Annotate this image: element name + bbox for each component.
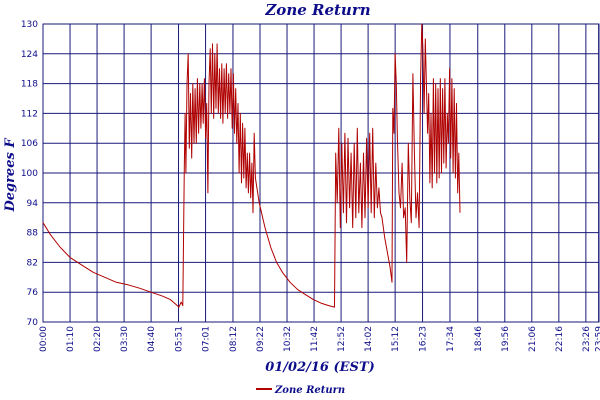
x-tick-label: 08:12 [229,326,239,352]
x-tick-label: 02:20 [93,326,103,352]
y-axis-label: Degrees F [3,138,18,213]
x-tick-label: 16:23 [419,326,429,352]
y-tick-label: 100 [21,169,38,179]
y-tick-label: 70 [27,318,39,328]
x-tick-label: 01:10 [66,326,76,352]
legend: Zone Return [256,385,345,396]
x-tick-label: 05:51 [175,326,185,352]
chart-grid [42,23,600,323]
x-tick-label: 22:16 [555,326,565,352]
x-tick-label: 04:40 [147,326,157,352]
x-tick-label: 15:12 [391,326,401,352]
y-tick-label: 106 [21,139,38,149]
x-tick-label: 11:42 [310,326,320,352]
y-tick-label: 76 [27,288,39,298]
y-tick-label: 124 [21,50,38,60]
y-tick-label: 82 [27,258,38,268]
x-tick-label: 23:26 [582,326,592,352]
x-tick-label: 18:46 [474,326,484,352]
y-tick-label: 130 [21,20,38,30]
x-tick-label: 12:52 [337,326,347,352]
x-tick-label: 09:22 [256,326,266,352]
y-tick-label: 112 [21,109,38,119]
legend-label-zone-return: Zone Return [274,385,345,396]
x-tick-label: 19:56 [501,326,511,352]
x-tick-label: 10:32 [283,326,293,352]
x-tick-label: 23:59 [595,326,600,352]
y-tick-label: 118 [21,80,38,90]
x-tick-label: 07:01 [202,326,212,352]
x-tick-label: 14:02 [364,326,374,352]
y-tick-label: 88 [27,229,39,239]
x-tick-label: 03:30 [120,326,130,352]
y-axis-ticks: 70 76 82 88 94 100 106 112 118 124 130 [21,20,38,328]
chart-title: Zone Return [264,1,370,19]
x-tick-label: 00:00 [39,326,49,352]
x-axis-ticks: 00:00 01:10 02:20 03:30 04:40 05:51 07:01 08:12… [39,326,600,352]
x-axis-label: 01/02/16 (EST) [265,360,375,375]
y-tick-label: 94 [27,199,39,209]
x-tick-label: 17:34 [446,326,456,352]
x-tick-label: 21:06 [528,326,538,352]
series-lines [42,23,461,308]
series-line-zone-return [42,23,461,308]
